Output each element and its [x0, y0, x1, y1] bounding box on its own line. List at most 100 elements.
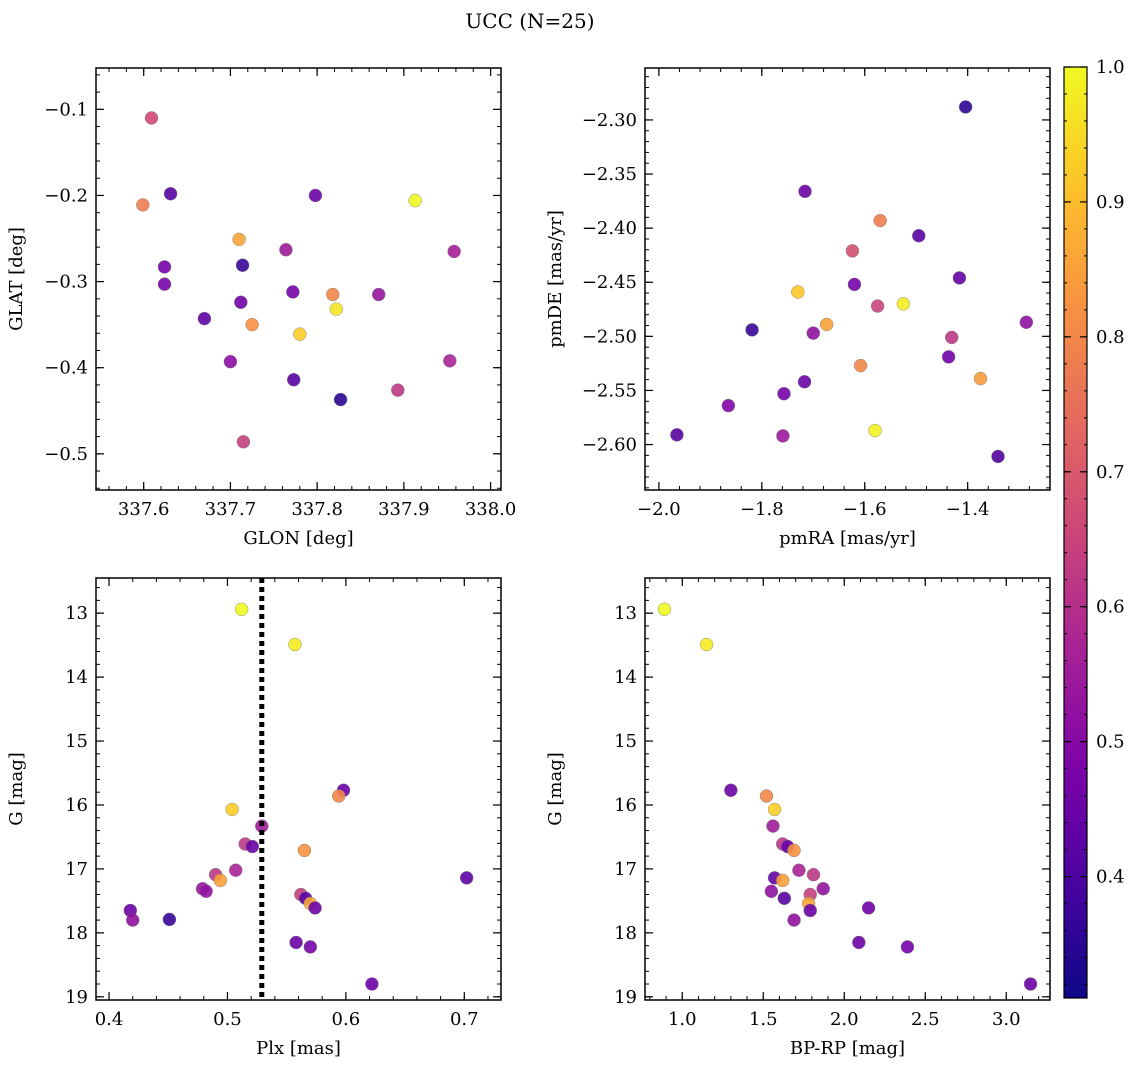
- scatter-point: [333, 392, 348, 407]
- scatter-point: [900, 940, 915, 954]
- y-tick-label: 17: [614, 859, 637, 880]
- x-tick-label: −1.8: [740, 499, 784, 520]
- scatter-point: [845, 244, 860, 258]
- y-tick-label: −2.55: [582, 380, 637, 401]
- scatter-point: [870, 299, 885, 313]
- scatter-point: [293, 327, 307, 341]
- y-tick-label: −0.1: [44, 99, 88, 120]
- scatter-point: [798, 184, 812, 199]
- y-tick-label: −2.45: [582, 272, 637, 293]
- x-tick-label: 337.6: [118, 499, 170, 520]
- y-axis-label: G [mag]: [6, 752, 27, 825]
- scatter-point: [803, 903, 817, 918]
- panel-bprp-g: 1.0 1.5 2.0 2.5 3.0 13 14 15 16 17 18 19 BP-RP [mag]…: [545, 577, 1051, 1059]
- x-tick-label: 0.5: [213, 1009, 242, 1030]
- y-tick-label: 15: [614, 731, 637, 752]
- scatter-point: [443, 354, 457, 368]
- scatter-point: [873, 213, 887, 228]
- axes-frame: [644, 67, 1051, 491]
- y-tick-label: −2.35: [582, 164, 637, 185]
- x-axis-label: pmRA [mas/yr]: [779, 528, 916, 549]
- scatter-point: [853, 358, 868, 373]
- colorbar-tick-label: 1.0: [1096, 57, 1125, 78]
- x-tick-label: −2.0: [637, 499, 681, 520]
- scatter-point: [408, 193, 422, 208]
- scatter-point: [365, 977, 379, 991]
- scatter-point: [234, 602, 249, 617]
- scatter-point: [777, 891, 792, 906]
- x-axis-label: GLON [deg]: [243, 528, 353, 549]
- scatter-point: [289, 935, 303, 950]
- colorbar-tick-label: 0.4: [1096, 867, 1125, 888]
- colorbar-tick-label: 0.9: [1096, 192, 1125, 213]
- figure-title: UCC (N=25): [465, 9, 594, 33]
- x-tick-label: −1.4: [946, 499, 990, 520]
- y-tick-label: −2.60: [582, 435, 637, 456]
- scatter-point: [303, 940, 318, 954]
- scatter-point: [767, 802, 782, 817]
- scatter-point: [199, 884, 213, 899]
- y-axis-label: GLAT [deg]: [6, 227, 27, 331]
- y-axis-label: G [mag]: [545, 752, 566, 825]
- colorbar-gradient: [1063, 66, 1088, 999]
- scatter-point: [1023, 977, 1038, 991]
- scatter-point: [308, 901, 322, 915]
- y-axis-label: pmDE [mas/yr]: [545, 210, 566, 348]
- scatter-point: [958, 100, 973, 114]
- scatter-point: [777, 386, 791, 401]
- y-tick-label: −0.5: [44, 444, 88, 465]
- scatter-point: [868, 423, 882, 438]
- axes-frame: [95, 577, 502, 1001]
- scatter-point: [699, 637, 714, 652]
- scatter-point: [286, 285, 300, 299]
- x-tick-label: 337.9: [378, 499, 430, 520]
- scatter-point: [126, 913, 140, 927]
- colorbar-tick-label: 0.5: [1096, 732, 1125, 753]
- scatter-point: [776, 873, 790, 888]
- panel-glon-glat: 337.6 337.7 337.8 337.9 338.0 −0.1 −0.2 −0.3 −0.…: [6, 67, 516, 549]
- scatter-point: [144, 111, 159, 125]
- scatter-point: [945, 330, 959, 345]
- scatter-points: [670, 100, 1034, 464]
- y-tick-label: 14: [65, 667, 88, 688]
- scatter-point: [163, 187, 178, 201]
- y-tick-label: −2.50: [582, 326, 637, 347]
- scatter-point: [372, 287, 386, 302]
- minor-ticks: [96, 68, 501, 490]
- scatter-point: [447, 244, 461, 259]
- scatter-point: [332, 789, 346, 803]
- scatter-point: [245, 317, 259, 332]
- scatter-point: [724, 783, 738, 797]
- axes-frame: [95, 67, 502, 491]
- scatter-point: [912, 229, 926, 243]
- scatter-point: [245, 839, 260, 854]
- colorbar: 0.4 0.5 0.6 0.7 0.8 0.9 1.0: [1063, 57, 1125, 999]
- scatter-point: [787, 843, 801, 858]
- scatter-point: [973, 371, 988, 386]
- scatter-point: [197, 311, 212, 326]
- y-tick-label: 18: [65, 923, 88, 944]
- scatter-point: [229, 863, 243, 877]
- scatter-point: [391, 383, 405, 397]
- scatter-point: [941, 350, 956, 364]
- scatter-point: [459, 871, 474, 885]
- minor-ticks: [645, 68, 1051, 490]
- x-axis-label: BP-RP [mag]: [790, 1038, 905, 1059]
- scatter-point: [766, 819, 780, 833]
- scatter-point: [162, 912, 177, 927]
- panel-pmra-pmde: −2.0 −1.8 −1.6 −1.4 −2.30 −2.35 −2.40 −2.45 −2.5…: [545, 67, 1051, 549]
- x-tick-label: 0.4: [95, 1009, 124, 1030]
- scatter-point: [287, 373, 301, 387]
- y-tick-label: 13: [614, 603, 637, 624]
- x-tick-label: 1.5: [749, 1009, 778, 1030]
- scatter-point: [236, 435, 251, 449]
- x-tick-label: −1.6: [843, 499, 887, 520]
- scatter-point: [157, 277, 172, 291]
- scatter-point: [329, 302, 343, 316]
- y-tick-label: 15: [65, 731, 88, 752]
- scatter-point: [288, 637, 302, 652]
- colorbar-tick-label: 0.8: [1096, 327, 1125, 348]
- scatter-point: [1019, 315, 1034, 329]
- scatter-point: [791, 285, 805, 299]
- x-tick-label: 3.0: [992, 1009, 1021, 1030]
